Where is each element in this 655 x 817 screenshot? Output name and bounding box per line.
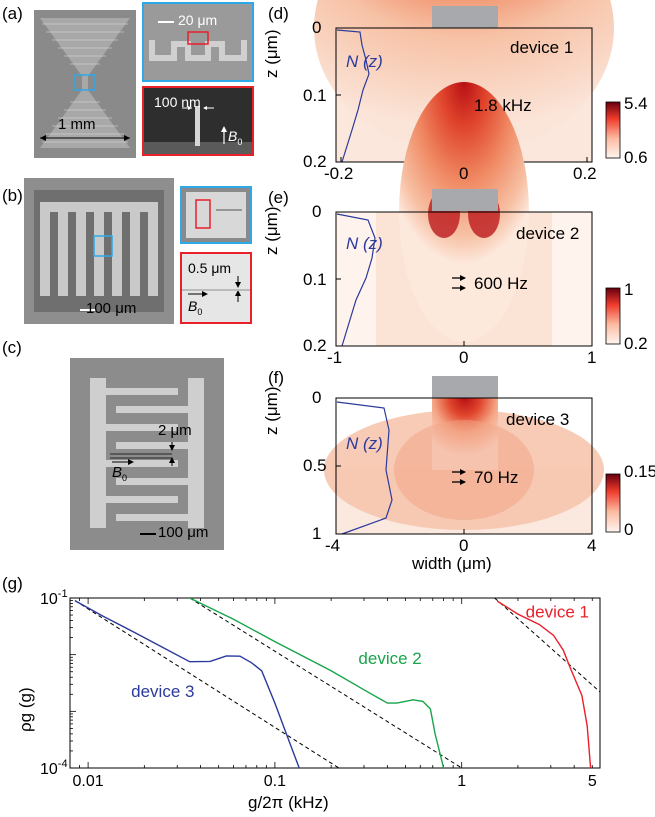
panel-a-field-label: B0 <box>228 128 243 147</box>
map-e-colorbar <box>605 287 621 345</box>
panel-letter-d: (d) <box>268 4 289 23</box>
map-f-inductor <box>432 376 498 398</box>
chart-guide-line <box>189 598 462 768</box>
chart-xtick-label: 5 <box>588 773 597 790</box>
map-d-nz-curve <box>336 29 370 163</box>
panel-a-micrograph: 1 mm <box>34 10 136 158</box>
panel-b-scale-label: 100 μm <box>86 300 137 317</box>
chart-frame <box>69 597 601 769</box>
chart-xlabel: g/2π (kHz) <box>248 793 329 812</box>
panel-letter-e: (e) <box>268 188 289 207</box>
panel-letter-b: (b) <box>2 186 23 205</box>
panel-letter-g: (g) <box>2 574 23 593</box>
panel-b-field-label: B0 <box>188 298 203 317</box>
panel-b-inset-scale-label: 0.5 μm <box>188 260 232 276</box>
panel-b-inset-red: 0.5 μm B0 <box>180 252 252 324</box>
map-d-xtick-1: 0 <box>459 164 469 183</box>
map-f-nz-curve <box>336 401 393 535</box>
map-e-freq-label: 600 Hz <box>474 274 528 293</box>
panel-a-inset-red: 100 nm B0 <box>142 86 254 156</box>
map-f-ytick-1: 0.5 <box>303 456 327 475</box>
map-d-colorbar <box>605 101 621 159</box>
panel-c-gap-label: 2 μm <box>158 422 192 439</box>
map-e-xtick-2: 1 <box>587 348 597 367</box>
map-f-ytick-2: 1 <box>312 524 322 543</box>
panel-letter-a: (a) <box>2 4 23 23</box>
chart-guide-line <box>494 598 600 693</box>
map-d-field <box>314 0 614 153</box>
map-d-xtick-0: -0.2 <box>324 164 354 183</box>
chart-xtick-label: 1 <box>457 773 466 790</box>
map-e-nz-label: N (z) <box>346 234 383 253</box>
map-d-nz-label: N (z) <box>346 52 383 71</box>
map-d-inductor <box>432 6 498 28</box>
map-e-cbar-min: 0.2 <box>624 334 648 353</box>
map-e-xtick-1: 0 <box>459 348 469 367</box>
panel-a-sem-scale-label: 100 nm <box>154 94 201 110</box>
maps-xlabel: width (μm) <box>412 554 492 573</box>
map-f-cbar-max: 0.15 <box>624 462 655 481</box>
panel-c-field-label: B0 <box>112 464 128 483</box>
chart-xtick-label: 0.1 <box>264 773 286 790</box>
map-f-xtick-2: 4 <box>587 536 597 555</box>
chart-ytick-label: 10-4 <box>40 758 68 778</box>
chart-ytick-label: 10-1 <box>40 588 68 608</box>
map-d-freq-label: 1.8 kHz <box>474 96 532 115</box>
panel-a-scale-label: 1 mm <box>58 116 96 133</box>
map-e-device-label: device 2 <box>516 224 580 243</box>
map-f-xtick-0: -4 <box>325 536 341 555</box>
map-d-ytick-1: 0.1 <box>303 86 327 105</box>
map-d-cbar-min: 0.6 <box>624 148 648 167</box>
map-f-ytick-0: 0 <box>312 388 322 407</box>
map-e-ytick-0: 0 <box>312 202 322 221</box>
map-f-colorbar <box>605 473 621 533</box>
map-f-xtick-1: 0 <box>459 536 469 555</box>
map-e-cbar-max: 1 <box>624 280 634 299</box>
panel-a-inset-blue: 20 μm <box>142 2 254 82</box>
map-d-device-label: device 1 <box>510 38 574 57</box>
map-d-ytick-2: 0.2 <box>303 152 327 171</box>
map-e-inductor <box>432 189 498 211</box>
map-d-xtick-2: 0.2 <box>573 164 597 183</box>
panel-letter-f: (f) <box>268 368 285 387</box>
series-device-2-line <box>189 598 445 768</box>
series-device-2-label: device 2 <box>358 649 421 668</box>
map-f-cbar-min: 0 <box>624 520 634 539</box>
panel-b-inset-blue <box>180 186 252 244</box>
map-e-ytick-1: 0.1 <box>303 270 327 289</box>
panel-a-inset-scale-label: 20 μm <box>178 12 218 28</box>
panel-b-micrograph: 100 μm <box>24 178 174 324</box>
panel-c-micrograph: 2 μm B0 100 μm <box>70 358 224 550</box>
map-d-cbar-max: 5.4 <box>624 94 648 113</box>
map-e-ytick-2: 0.2 <box>303 336 327 355</box>
chart-guide-line <box>74 600 340 768</box>
map-f-nz-label: N (z) <box>346 434 383 453</box>
panel-c-scale-label: 100 μm <box>158 524 209 541</box>
series-device-3-line <box>74 599 300 768</box>
series-device-1-label: device 1 <box>526 603 589 622</box>
panel-letter-c: (c) <box>2 338 22 357</box>
map-e-nz-curve <box>336 213 376 347</box>
map-f-freq-label: 70 Hz <box>474 468 519 487</box>
series-device-1-line <box>496 600 592 768</box>
map-d-ytick-0: 0 <box>312 18 322 37</box>
map-f-device-label: device 3 <box>506 410 570 429</box>
chart-xtick-label: 0.01 <box>73 773 104 790</box>
map-e-xtick-0: -1 <box>327 348 343 367</box>
series-device-3-label: device 3 <box>131 682 194 701</box>
